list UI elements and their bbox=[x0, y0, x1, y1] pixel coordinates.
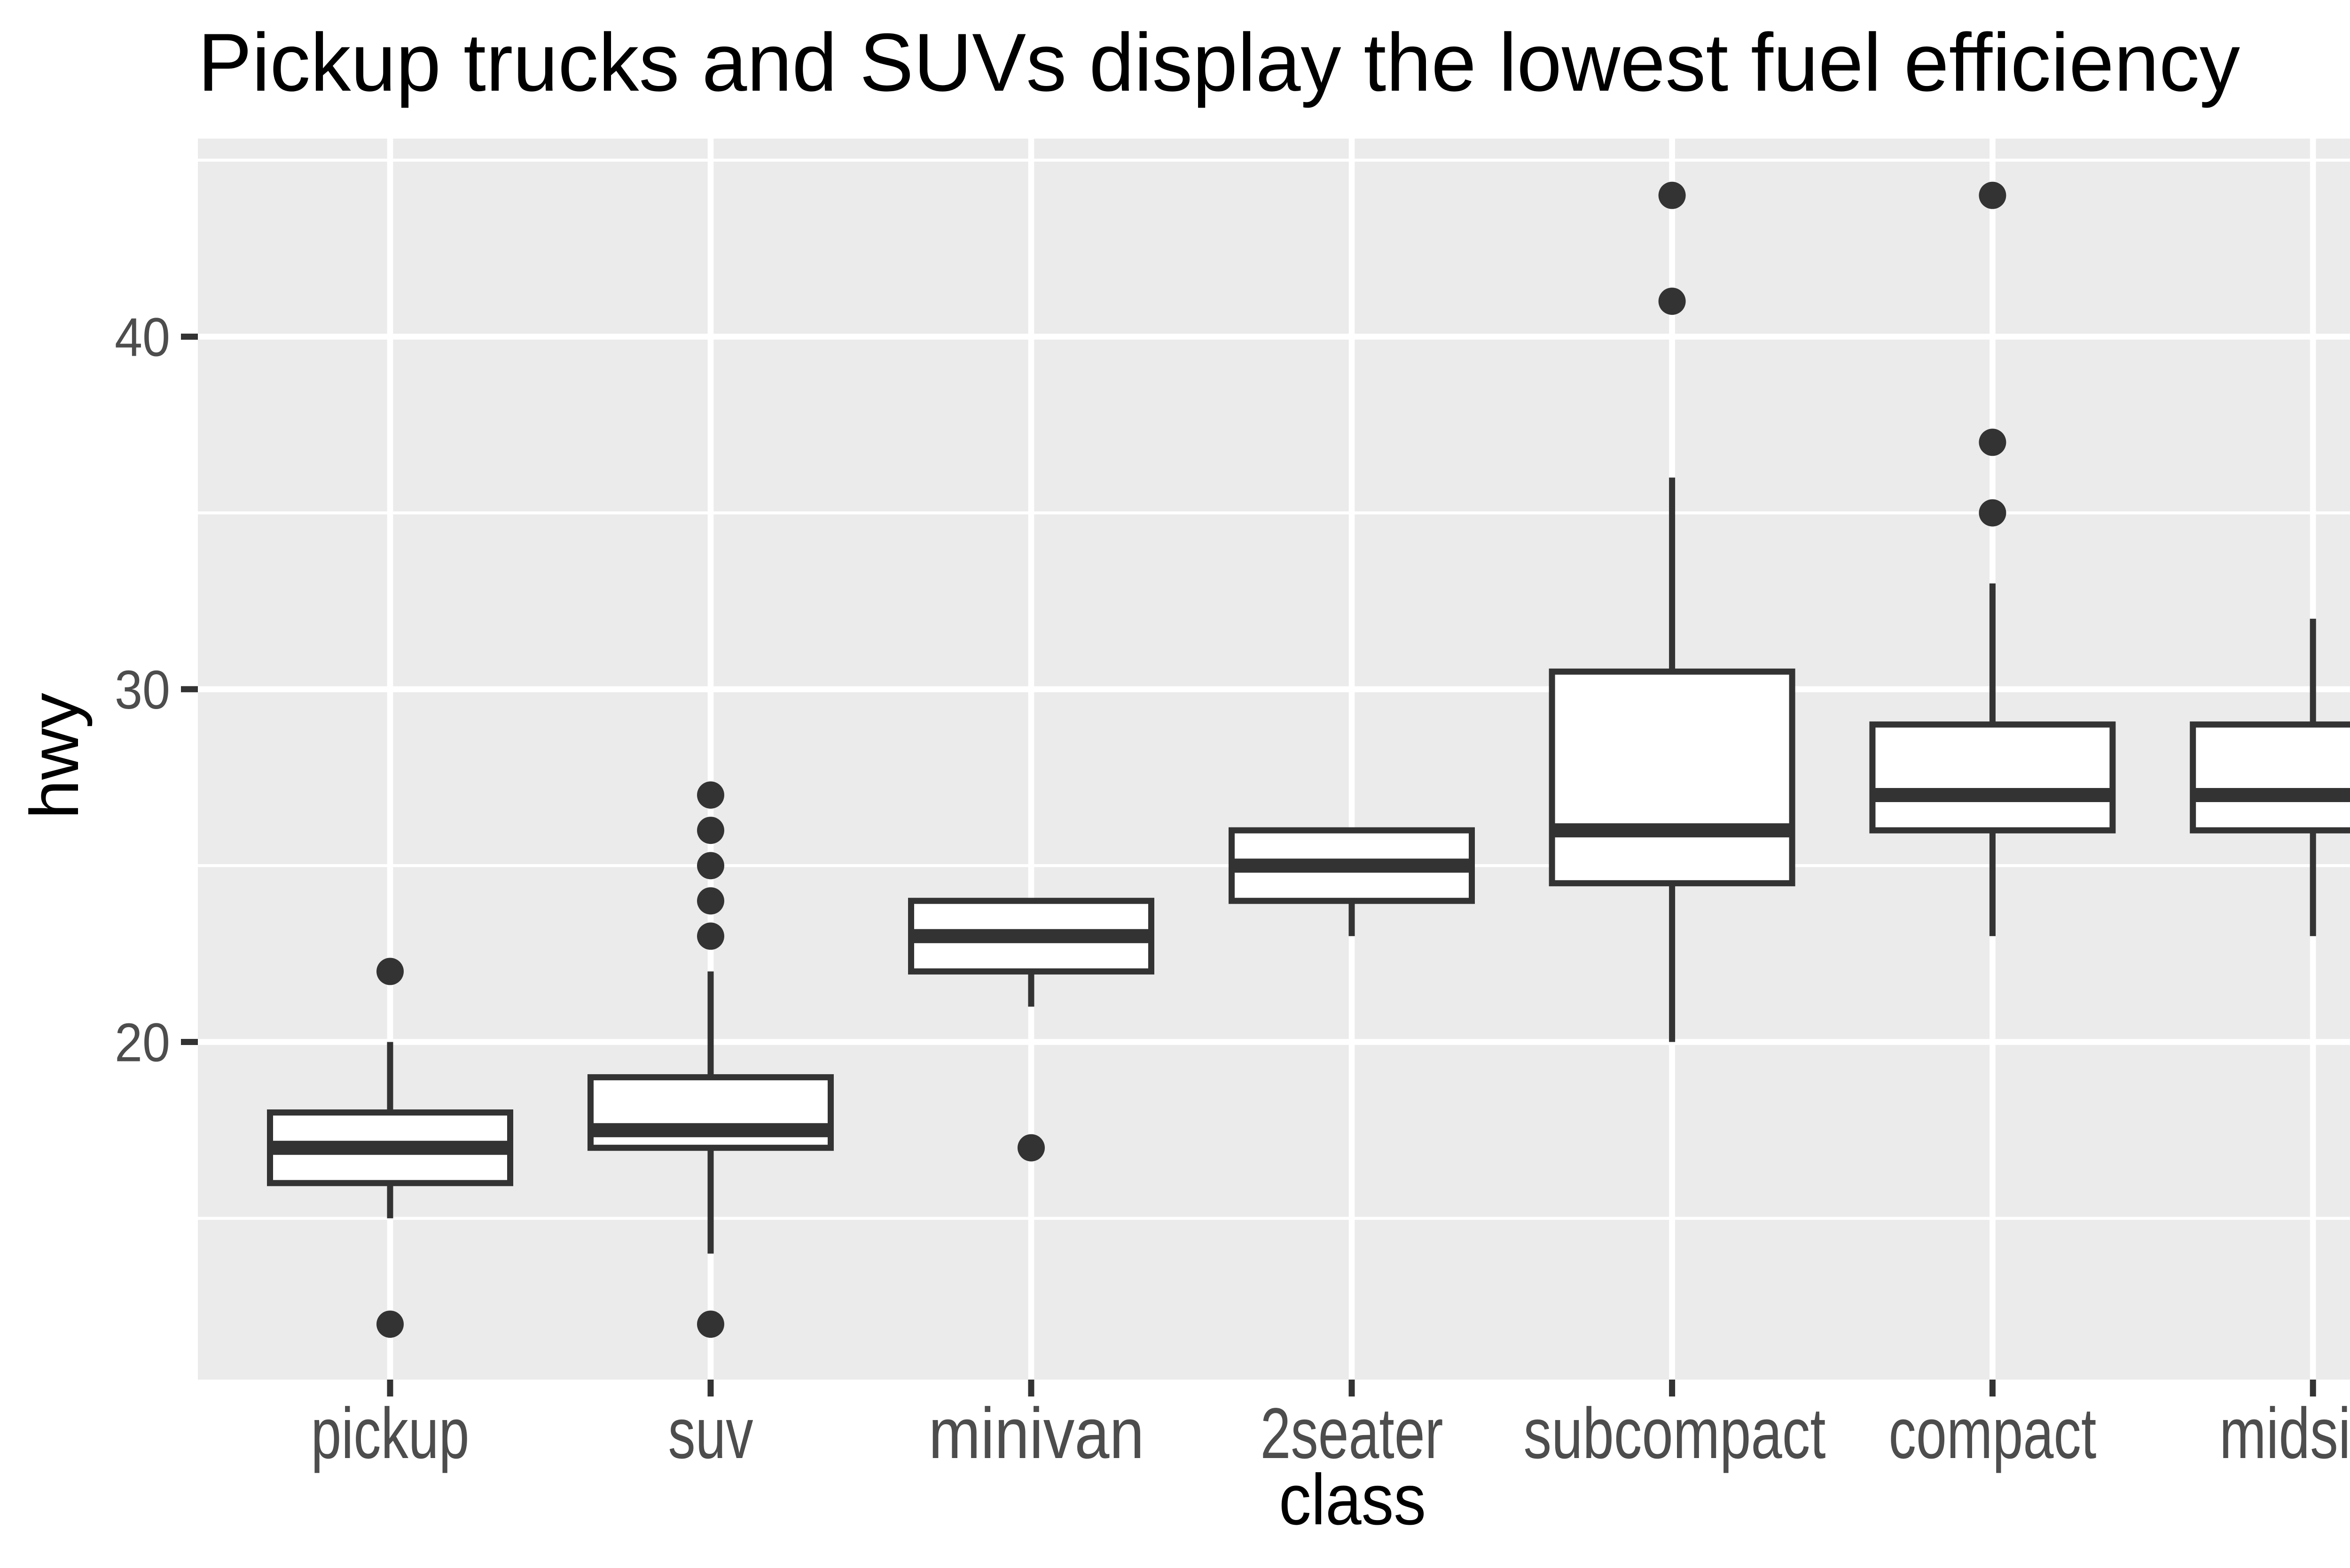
svg-text:subcompact: subcompact bbox=[1524, 1393, 1826, 1474]
svg-text:Pickup trucks and SUVs display: Pickup trucks and SUVs display the lowes… bbox=[198, 17, 2240, 109]
svg-text:20: 20 bbox=[115, 1012, 170, 1073]
svg-text:pickup: pickup bbox=[311, 1393, 470, 1474]
svg-text:40: 40 bbox=[115, 307, 170, 368]
svg-text:compact: compact bbox=[1888, 1393, 2096, 1474]
svg-text:class: class bbox=[1279, 1459, 1426, 1540]
svg-text:30: 30 bbox=[115, 659, 170, 720]
svg-text:minivan: minivan bbox=[929, 1393, 1144, 1474]
svg-text:suv: suv bbox=[668, 1393, 753, 1474]
svg-text:hwy: hwy bbox=[16, 693, 93, 819]
svg-text:midsize: midsize bbox=[2219, 1393, 2350, 1474]
svg-text:2seater: 2seater bbox=[1261, 1393, 1443, 1474]
